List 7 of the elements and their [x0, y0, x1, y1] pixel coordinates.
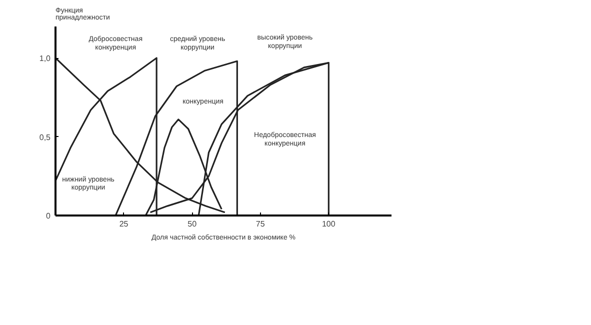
x-tick-label: 25: [119, 220, 129, 228]
x-tick-label: 75: [256, 220, 266, 228]
y-tick-label: 0,5: [39, 132, 52, 142]
y-tick-label: 0: [46, 212, 52, 220]
x-tick-label: 50: [188, 220, 198, 228]
x-tick-label: 100: [322, 220, 336, 228]
y-tick-label: 1,0: [39, 54, 52, 63]
